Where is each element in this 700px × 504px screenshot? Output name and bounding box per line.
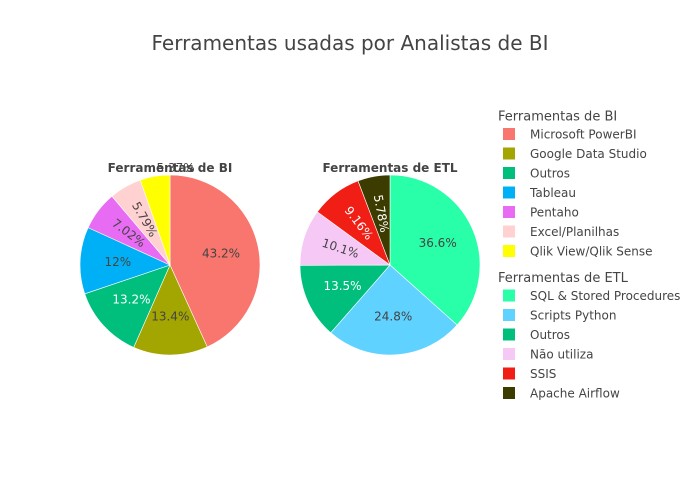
legend-swatch [503, 167, 515, 179]
legend-label: Pentaho [530, 206, 579, 220]
legend-label: SSIS [530, 367, 556, 381]
pie-slice-microsoft-powerbi[interactable] [169, 174, 261, 348]
legend-item-sql-stored-procedures[interactable]: SQL & Stored Procedures [503, 289, 680, 303]
legend-item-outros[interactable]: Outros [503, 167, 570, 181]
legend-group-ferramentas-de-bi: Ferramentas de BI Microsoft PowerBI Google… [498, 110, 653, 259]
pie-title: Ferramentas de ETL [322, 161, 457, 175]
legend-item-apache-airflow[interactable]: Apache Airflow [503, 387, 620, 401]
legend-label: Outros [530, 167, 570, 181]
data-label-sql-stored-procedures: 36.6% [419, 236, 457, 250]
legend-label: Outros [530, 328, 570, 342]
pie-slice-outros[interactable] [299, 264, 391, 334]
legend-item-ssis[interactable]: SSIS [503, 367, 556, 381]
legend-swatch [503, 186, 515, 199]
legend-swatch [503, 289, 515, 302]
legend-swatch [503, 348, 515, 360]
data-label-scripts-python: 24.8% [374, 310, 412, 324]
legend-swatch [503, 206, 515, 218]
pie-ferramentas-de-bi: Ferramentas de BI43.2%13.4%13.2%12%7.02%… [79, 161, 261, 356]
legend-item-microsoft-powerbi[interactable]: Microsoft PowerBI [503, 128, 636, 142]
data-label-qlik-view-qlik-sense: 5.37% [157, 161, 195, 175]
pie-slice-apache-airflow[interactable] [357, 174, 391, 266]
legend-item-nao-utiliza[interactable]: Não utiliza [503, 348, 593, 362]
legend-label: Tableau [529, 186, 576, 200]
pie-slice-outros[interactable] [84, 264, 171, 348]
legend-swatch [503, 367, 515, 380]
pie-slice-google-data-studio[interactable] [133, 264, 208, 356]
legend-label: Microsoft PowerBI [530, 128, 636, 142]
legend-group-ferramentas-de-etl: Ferramentas de ETL SQL & Stored Procedure… [498, 271, 680, 401]
data-label-tableau: 12% [105, 255, 132, 269]
legend-swatch [503, 328, 515, 341]
legend-label: Google Data Studio [530, 147, 647, 161]
pie-slice-scripts-python[interactable] [330, 264, 458, 356]
legend-item-scripts-python[interactable]: Scripts Python [503, 309, 616, 323]
data-label-google-data-studio: 13.4% [151, 310, 189, 324]
data-label-outros: 13.5% [323, 279, 361, 293]
legend-swatch [503, 245, 515, 257]
legend-label: Apache Airflow [530, 387, 620, 401]
legend-label: Excel/Planilhas [530, 225, 619, 239]
legend-swatch [503, 225, 515, 238]
pie-slice-sql-stored-procedures[interactable] [389, 174, 481, 326]
legend-swatch [503, 387, 515, 399]
pie-ferramentas-de-etl: Ferramentas de ETL36.6%24.8%13.5%10.1%9.… [299, 161, 481, 356]
legend-swatch [503, 147, 515, 160]
pie-slice-tableau[interactable] [79, 227, 171, 295]
legend-item-qlik-view-qlik-sense[interactable]: Qlik View/Qlik Sense [503, 245, 653, 259]
legend-label: Qlik View/Qlik Sense [530, 245, 653, 259]
legend-label: Não utiliza [530, 348, 593, 362]
legend-title: Ferramentas de ETL [498, 271, 629, 286]
legend-item-pentaho[interactable]: Pentaho [503, 206, 579, 220]
legend-item-outros[interactable]: Outros [503, 328, 570, 342]
legend-label: SQL & Stored Procedures [530, 289, 680, 303]
legend-swatch [503, 128, 515, 140]
figure-title: Ferramentas usadas por Analistas de BI [152, 31, 549, 55]
legend-item-tableau[interactable]: Tableau [503, 186, 576, 200]
legend-title: Ferramentas de BI [498, 110, 617, 125]
data-label-apache-airflow: 5.78% [371, 194, 392, 234]
pie-slice-qlik-view-qlik-sense[interactable] [139, 174, 171, 266]
legend-swatch [503, 309, 515, 321]
legend-label: Scripts Python [530, 309, 616, 323]
legend-item-excel-planilhas[interactable]: Excel/Planilhas [503, 225, 619, 239]
pie-title: Ferramentas de BI [108, 161, 233, 175]
data-label-microsoft-powerbi: 43.2% [202, 246, 240, 260]
legend-item-google-data-studio[interactable]: Google Data Studio [503, 147, 647, 161]
data-label-outros: 13.2% [112, 293, 150, 307]
